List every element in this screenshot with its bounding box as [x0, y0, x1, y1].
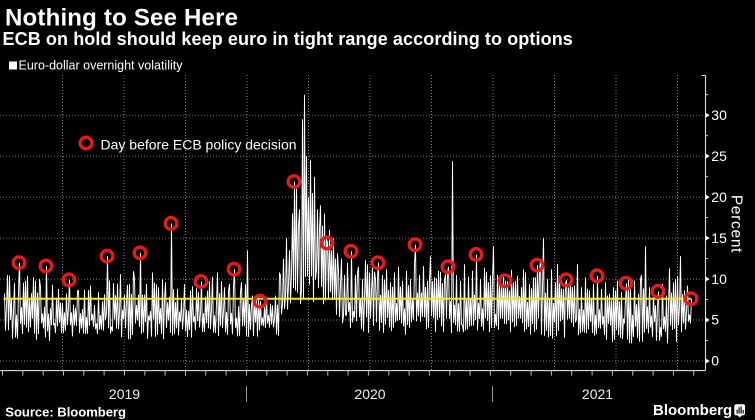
svg-text:Source: Bloomberg: Source: Bloomberg — [5, 404, 126, 419]
svg-text:20: 20 — [711, 189, 727, 205]
svg-text:25: 25 — [711, 148, 727, 164]
svg-text:Day before ECB policy decision: Day before ECB policy decision — [101, 137, 297, 153]
svg-text:Bloomberg: Bloomberg — [653, 402, 732, 419]
svg-text:Nothing to See Here: Nothing to See Here — [5, 5, 238, 32]
svg-text:2019: 2019 — [109, 386, 140, 402]
svg-text:10: 10 — [711, 271, 727, 287]
svg-text:Percent: Percent — [728, 195, 745, 253]
svg-text:0: 0 — [711, 353, 719, 369]
svg-text:ECB on hold should keep euro i: ECB on hold should keep euro in tight ra… — [3, 29, 573, 49]
svg-text:30: 30 — [711, 107, 727, 123]
svg-text:2020: 2020 — [354, 386, 385, 402]
svg-text:5: 5 — [711, 312, 719, 328]
svg-text:2021: 2021 — [582, 386, 613, 402]
svg-text:15: 15 — [711, 230, 727, 246]
svg-text:Euro-dollar overnight volatili: Euro-dollar overnight volatility — [19, 58, 184, 72]
